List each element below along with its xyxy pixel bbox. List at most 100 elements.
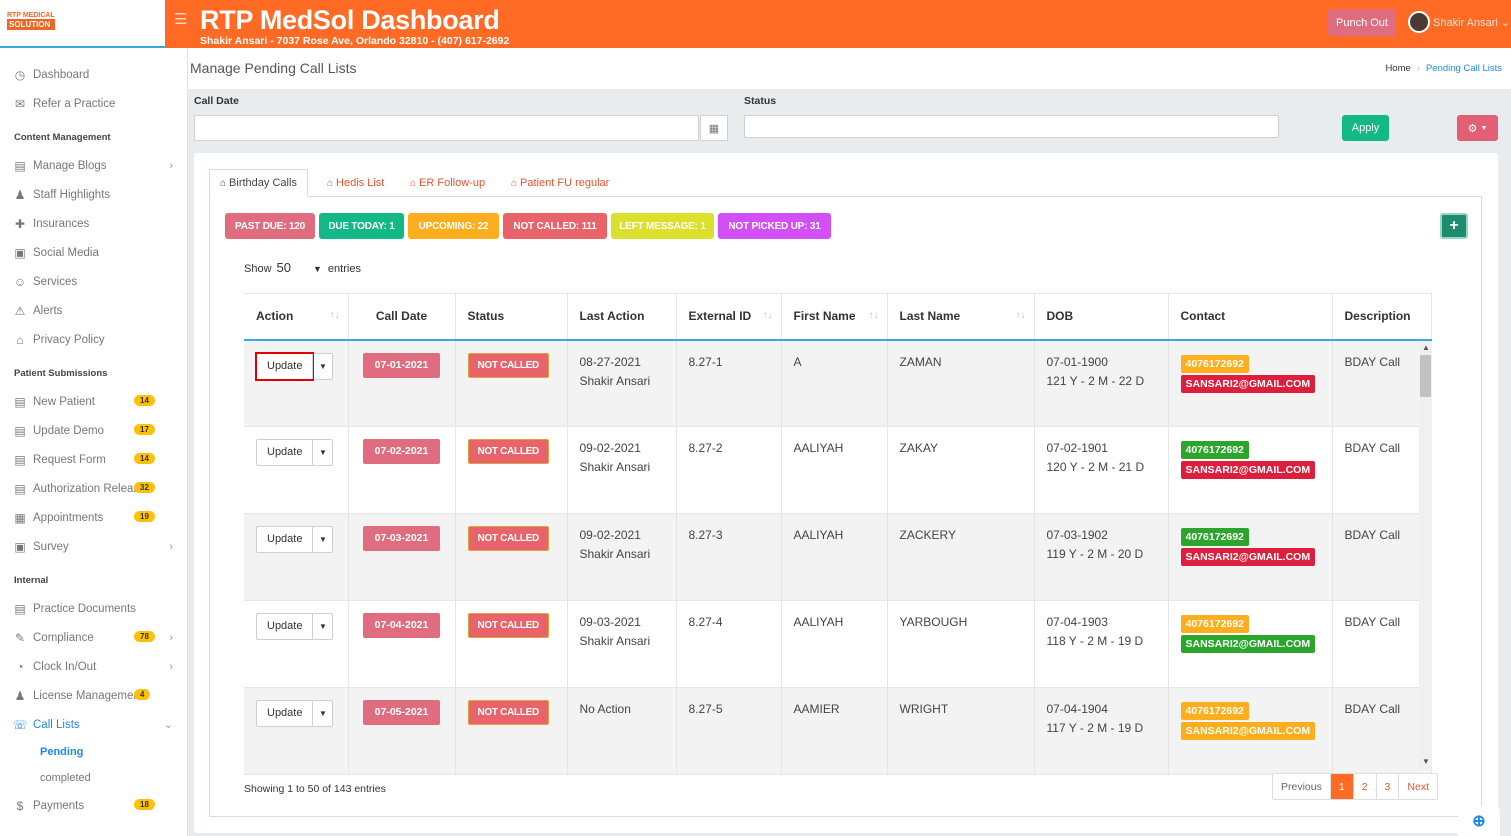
apply-button[interactable]: Apply xyxy=(1342,115,1389,141)
col-last-name[interactable]: Last Name ↑↓ xyxy=(887,293,1035,341)
cell-external-id: 8.27-3 xyxy=(676,513,782,601)
status-counter-badge[interactable]: NOT CALLED: 111 xyxy=(503,213,607,239)
phone-badge[interactable]: 4076172692 xyxy=(1180,441,1249,459)
cell-call-date: 07-01-2021 xyxy=(348,339,456,427)
tab-patient-fu-regular[interactable]: ⌂ Patient FU regular xyxy=(501,169,619,197)
update-button[interactable]: Update xyxy=(267,533,303,545)
col-action[interactable]: Action ↑↓ xyxy=(244,293,349,341)
sidebar-item-license-management[interactable]: ♟ License Management 4 xyxy=(0,681,187,710)
sidebar-item-refer-a-practice[interactable]: ✉ Refer a Practice xyxy=(0,89,187,118)
sidebar-item-services[interactable]: ☺ Services xyxy=(0,267,187,296)
tab-label: Birthday Calls xyxy=(229,177,297,189)
page-1-button[interactable]: 1 xyxy=(1330,774,1354,799)
page-3-button[interactable]: 3 xyxy=(1376,774,1400,799)
update-button[interactable]: Update xyxy=(254,351,315,381)
previous-page-button[interactable]: Previous xyxy=(1273,774,1331,799)
call-date-input[interactable] xyxy=(194,115,699,141)
sidebar-item-authorization-release[interactable]: ▤ Authorization Release 32 xyxy=(0,474,187,503)
update-button[interactable]: Update xyxy=(267,446,303,458)
sidebar-item-alerts[interactable]: ⚠ Alerts xyxy=(0,296,187,325)
email-badge[interactable]: SANSARI2@GMAIL.COM xyxy=(1180,548,1316,566)
update-button[interactable]: Update xyxy=(267,707,303,719)
sidebar-item-clock-in-out[interactable]: ◔ Clock In/Out › xyxy=(0,652,187,681)
status-counter-badge[interactable]: UPCOMING: 22 xyxy=(408,213,499,239)
tab-hedis-list[interactable]: ⌂ Hedis List xyxy=(317,169,394,197)
scrollbar-thumb[interactable] xyxy=(1420,355,1431,397)
sidebar-item-request-form[interactable]: ▤ Request Form 14 xyxy=(0,445,187,474)
cell-last-action: 08-27-2021 Shakir Ansari xyxy=(567,339,677,427)
sidebar-item-update-demo[interactable]: ▤ Update Demo 17 xyxy=(0,416,187,445)
calendar-icon[interactable]: ▦ xyxy=(700,115,728,141)
sidebar-item-staff-highlights[interactable]: ♟ Staff Highlights xyxy=(0,180,187,209)
caret-down-icon[interactable]: ▼ xyxy=(312,701,332,726)
sidebar-item-label: Request Form xyxy=(33,453,106,466)
status-counter-badge[interactable]: PAST DUE: 120 xyxy=(225,213,315,239)
status-badge: NOT CALLED xyxy=(467,439,549,464)
sidebar-item-social-media[interactable]: ▣ Social Media xyxy=(0,238,187,267)
status-select[interactable] xyxy=(744,115,1279,138)
col-contact[interactable]: Contact xyxy=(1168,293,1333,341)
email-badge[interactable]: SANSARI2@GMAIL.COM xyxy=(1180,461,1316,479)
punch-out-button[interactable]: Punch Out xyxy=(1328,9,1396,36)
sidebar-subitem-completed[interactable]: completed xyxy=(40,772,91,784)
breadcrumb-home[interactable]: Home xyxy=(1385,63,1411,74)
tab-er-follow-up[interactable]: ⌂ ER Follow-up xyxy=(400,169,495,197)
next-page-button[interactable]: Next xyxy=(1399,774,1437,799)
col-call-date[interactable]: Call Date xyxy=(348,293,456,341)
caret-down-icon[interactable]: ▼ xyxy=(312,614,332,639)
sidebar-item-dashboard[interactable]: ◷ Dashboard xyxy=(0,60,187,89)
sidebar-item-appointments[interactable]: ▦ Appointments 19 xyxy=(0,503,187,532)
col-status[interactable]: Status xyxy=(455,293,568,341)
cell-contact: 4076172692 SANSARI2@GMAIL.COM xyxy=(1168,600,1333,688)
phone-badge[interactable]: 4076172692 xyxy=(1180,615,1249,633)
email-badge[interactable]: SANSARI2@GMAIL.COM xyxy=(1180,374,1316,393)
sidebar-item-call-lists[interactable]: ☏ Call Lists ⌄ xyxy=(0,710,187,739)
col-first-name[interactable]: First Name ↑↓ xyxy=(781,293,888,341)
col-external-id[interactable]: External ID ↑↓ xyxy=(676,293,782,341)
col-label: DOB xyxy=(1046,309,1074,324)
menu-toggle-icon[interactable]: ☰ xyxy=(174,11,188,28)
phone-badge[interactable]: 4076172692 xyxy=(1180,528,1249,546)
col-last-action[interactable]: Last Action xyxy=(567,293,677,341)
sidebar-item-privacy-policy[interactable]: ⌂ Privacy Policy xyxy=(0,325,187,354)
sidebar-subitem-pending[interactable]: Pending xyxy=(40,746,84,758)
col-dob[interactable]: DOB xyxy=(1034,293,1169,341)
avatar[interactable] xyxy=(1408,11,1430,33)
scroll-down-icon[interactable]: ▼ xyxy=(1422,757,1430,766)
sidebar-item-payments[interactable]: $ Payments 18 xyxy=(0,791,187,820)
entries-select[interactable]: 50 xyxy=(276,260,291,275)
status-counter-badge[interactable]: LEFT MESSAGE: 1 xyxy=(611,213,714,239)
chevron-down-icon: ⌄ xyxy=(1500,17,1511,29)
phone-badge[interactable]: 4076172692 xyxy=(1180,702,1249,720)
sidebar-item-compliance[interactable]: ✎ Compliance 78 › xyxy=(0,623,187,652)
payments-icon: $ xyxy=(16,798,24,813)
add-button[interactable]: + xyxy=(1440,213,1468,239)
update-button[interactable]: Update xyxy=(267,620,303,632)
sidebar-item-label: Alerts xyxy=(33,304,63,317)
sidebar-item-practice-documents[interactable]: ▤ Practice Documents xyxy=(0,594,187,623)
sidebar-item-manage-blogs[interactable]: ▤ Manage Blogs › xyxy=(0,151,187,180)
help-lifebuoy-icon[interactable]: ⊕ xyxy=(1458,806,1500,836)
sidebar-item-new-patient[interactable]: ▤ New Patient 14 xyxy=(0,387,187,416)
sidebar-item-insurances[interactable]: ✚ Insurances xyxy=(0,209,187,238)
status-counter-badge[interactable]: NOT PICKED UP: 31 xyxy=(718,213,831,239)
caret-down-icon[interactable]: ▼ xyxy=(312,440,332,465)
chevron-down-icon[interactable]: ▼ xyxy=(313,264,322,274)
email-badge[interactable]: SANSARI2@GMAIL.COM xyxy=(1180,635,1316,653)
col-description[interactable]: Description xyxy=(1332,293,1432,341)
call-date-badge: 07-05-2021 xyxy=(363,700,440,725)
status-counter-badge[interactable]: DUE TODAY: 1 xyxy=(319,213,404,239)
user-menu[interactable]: Shakir Ansari ⌄ xyxy=(1433,16,1510,29)
settings-dropdown-button[interactable]: ⚙ ▼ xyxy=(1457,115,1498,141)
email-badge[interactable]: SANSARI2@GMAIL.COM xyxy=(1180,722,1316,740)
page-2-button[interactable]: 2 xyxy=(1353,774,1377,799)
tab-birthday-calls[interactable]: ⌂ Birthday Calls xyxy=(209,169,308,197)
scroll-up-icon[interactable]: ▲ xyxy=(1422,343,1430,352)
phone-badge[interactable]: 4076172692 xyxy=(1180,354,1249,373)
scrollbar[interactable] xyxy=(1419,341,1432,769)
app-logo[interactable]: RTP MEDICAL SOLUTION xyxy=(7,12,55,30)
caret-down-icon[interactable]: ▼ xyxy=(312,527,332,552)
table-row: Update ▼ 07-05-2021 NOT CALLED No Action 8.27… xyxy=(244,687,1432,775)
caret-down-icon[interactable]: ▼ xyxy=(312,353,332,379)
sidebar-item-survey[interactable]: ▣ Survey › xyxy=(0,532,187,561)
